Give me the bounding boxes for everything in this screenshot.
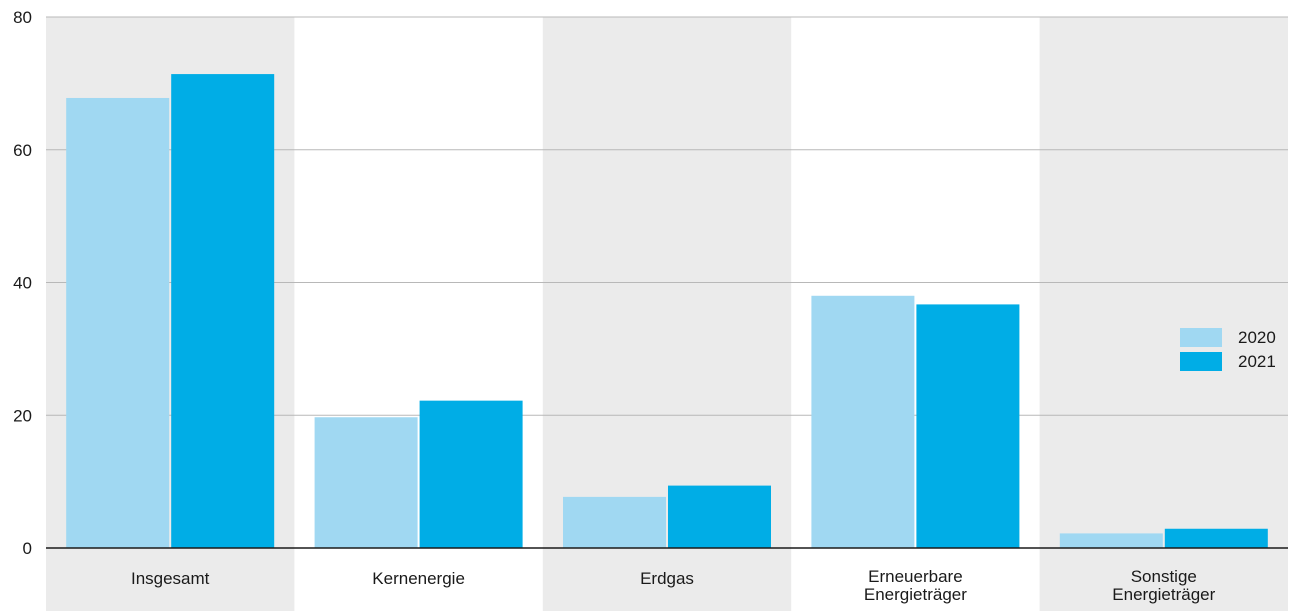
legend-swatch-2021: [1180, 352, 1222, 371]
bar-2021-3: [916, 304, 1020, 548]
bar-2021-2: [668, 485, 771, 548]
bar-2021-4: [1164, 528, 1268, 548]
category-band: [1039, 17, 1288, 611]
bar-2020-0: [66, 97, 170, 548]
bar-2020-3: [811, 295, 915, 548]
y-axis-ticks: 0 20 40 60 80: [13, 8, 32, 558]
y-tick-label: 60: [13, 141, 32, 160]
category-labels: Insgesamt Kernenergie Erdgas Erneuerbare Ene…: [131, 567, 1216, 604]
bars: [66, 74, 1268, 549]
y-tick-label: 80: [13, 8, 32, 27]
bar-2021-1: [419, 400, 523, 548]
legend: 2020 2021: [1180, 328, 1276, 371]
bar-2020-1: [314, 417, 418, 548]
y-tick-label: 40: [13, 274, 32, 293]
category-label: Erdgas: [640, 569, 694, 588]
legend-label-2020: 2020: [1238, 328, 1276, 347]
category-label: Sonstige Energieträger: [1112, 567, 1215, 604]
category-label: Insgesamt: [131, 569, 210, 588]
category-label: Erneuerbare Energieträger: [864, 567, 967, 604]
y-tick-label: 0: [23, 539, 32, 558]
bar-2020-2: [563, 496, 666, 548]
bar-2021-0: [171, 74, 275, 549]
legend-label-2021: 2021: [1238, 352, 1276, 371]
category-label: Kernenergie: [372, 569, 465, 588]
legend-swatch-2020: [1180, 328, 1222, 347]
bar-2020-4: [1059, 533, 1163, 548]
y-tick-label: 20: [13, 406, 32, 425]
